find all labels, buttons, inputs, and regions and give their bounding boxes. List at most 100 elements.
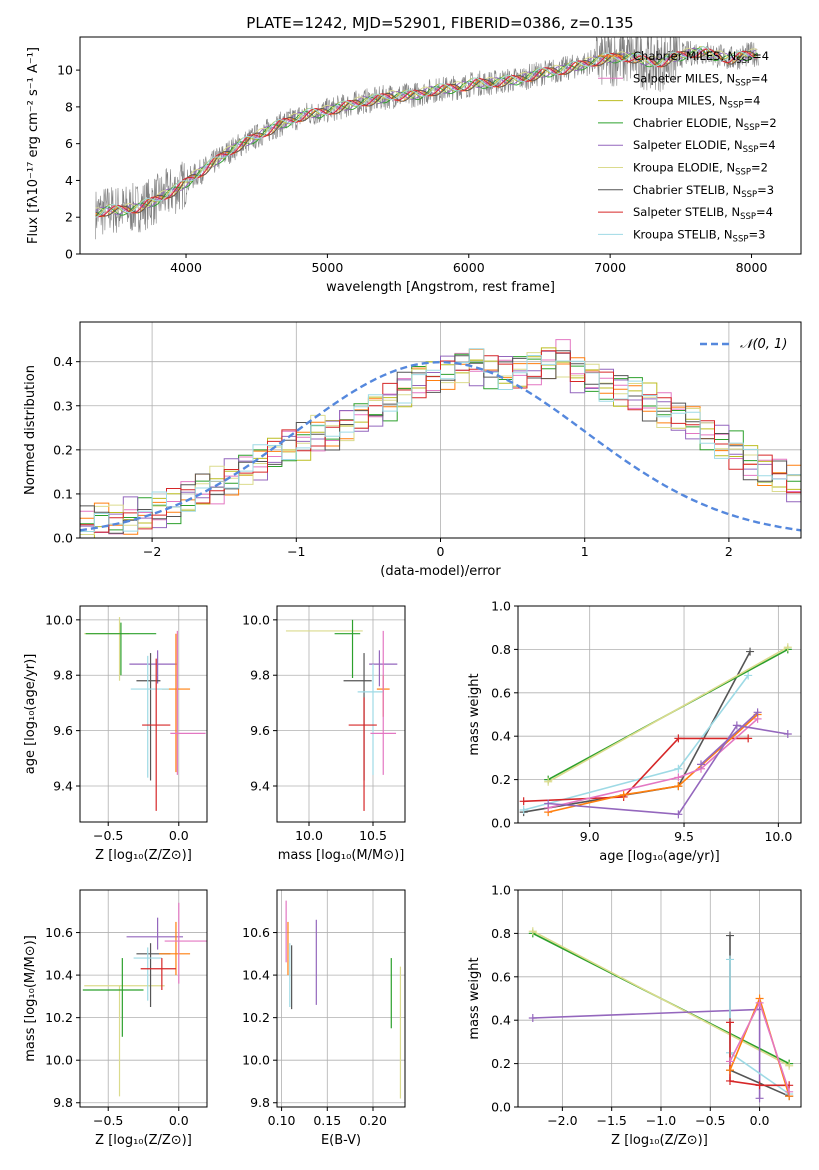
y-tick-label: 0.6	[491, 685, 511, 700]
x-tick-label: 5000	[311, 260, 343, 275]
x-tick-label: −0.5	[93, 828, 123, 843]
x-tick-label: −1.0	[646, 1113, 676, 1128]
histogram-step-line	[80, 348, 801, 535]
y-tick-label: 9.6	[250, 723, 270, 738]
y-tick-label: 9.6	[53, 723, 73, 738]
panel-residuals: −2 −1 0 1 2 0.0 0.1 0.2 0.3 0.4 (data-model)/error…	[23, 321, 802, 579]
y-tick-label: 0.0	[53, 531, 73, 546]
y-tick-label: 0.8	[491, 926, 511, 941]
x-tick-label: −1.5	[596, 1113, 626, 1128]
x-tick-label: 9.0	[580, 829, 600, 844]
y-tick-label: 10.4	[242, 968, 270, 983]
y-tick-label: 0.4	[491, 729, 511, 744]
x-axis-label: Z [log₁₀(Z/Z⊙)]	[95, 1133, 192, 1148]
series-marker	[783, 730, 792, 739]
panel-age-vs-z: −0.5 0.0 9.4 9.6 9.8 10.0 Z [log₁₀(Z/Z⊙)] age […	[23, 605, 208, 863]
series-line	[547, 646, 789, 783]
y-tick-label: 6	[65, 136, 73, 151]
y-tick-label: 0.3	[53, 398, 73, 413]
x-tick-label: 6000	[453, 260, 485, 275]
plot-area	[80, 339, 801, 538]
series-line	[548, 713, 759, 813]
histogram-step-line	[80, 348, 801, 532]
plot-area	[82, 902, 207, 1097]
series-marker	[674, 734, 683, 743]
x-tick-label: −2	[143, 544, 161, 559]
series-marker	[726, 1066, 735, 1075]
plot-area	[519, 643, 792, 819]
y-tick-label: 1.0	[491, 883, 511, 898]
series-marker	[528, 1014, 537, 1023]
x-tick-label: 10.0	[295, 828, 323, 843]
series-line	[523, 674, 749, 811]
series-marker	[674, 810, 683, 819]
x-axis-label: age [log₁₀(age/yr)]	[599, 849, 720, 864]
panel-massweight-vs-age: 9.0 9.5 10.0 0.0 0.2 0.4 0.6 0.8 1.0 age [log₁₀(a…	[467, 599, 802, 864]
series-marker	[674, 764, 683, 773]
x-axis-label: (data-model)/error	[380, 564, 501, 579]
x-tick-label: 1	[581, 544, 589, 559]
legend-entry: 𝒩(0, 1)	[740, 337, 787, 352]
series-line	[532, 1008, 761, 1099]
x-tick-label: 10.5	[359, 828, 387, 843]
y-tick-label: 10.0	[45, 1053, 73, 1068]
y-tick-label: 10.0	[242, 612, 270, 627]
series-marker	[544, 777, 553, 786]
y-tick-label: 9.8	[53, 668, 73, 683]
series-marker	[528, 927, 537, 936]
figure-title: PLATE=1242, MJD=52901, FIBERID=0386, z=0…	[246, 14, 633, 32]
series-marker	[544, 799, 553, 808]
x-tick-label: 4000	[170, 260, 202, 275]
legend-entry: Kroupa STELIB, NSSP=3	[633, 227, 765, 244]
series-marker	[755, 998, 764, 1007]
x-tick-label: 0.0	[169, 828, 189, 843]
y-axis-label: mass weight	[467, 957, 482, 1039]
y-tick-label: 10	[57, 63, 73, 78]
y-tick-label: 0.4	[53, 354, 73, 369]
y-axis-label: Normed distribution	[23, 365, 38, 495]
axes-frame	[276, 605, 406, 823]
x-axis-label: wavelength [Angstrom, rest frame]	[326, 280, 555, 295]
x-tick-label: 0	[437, 544, 445, 559]
panel-spectrum: 4000 5000 6000 7000 8000 0 2 4 6 8 10 wavelength [A…	[26, 36, 802, 295]
series-line	[548, 718, 759, 809]
x-tick-label: −0.5	[695, 1113, 725, 1128]
series-marker	[726, 1076, 735, 1085]
y-tick-label: 10.6	[45, 925, 73, 940]
y-tick-label: 0.2	[491, 772, 511, 787]
panel-mass-vs-z: −0.5 0.0 9.8 10.0 10.2 10.4 10.6 Z [log₁₀(Z/Z⊙)…	[23, 889, 208, 1148]
y-axis-label: mass weight	[467, 673, 482, 755]
axes-frame	[79, 605, 208, 823]
y-tick-label: 10.0	[242, 1053, 270, 1068]
x-tick-label: 7000	[594, 260, 626, 275]
x-tick-label: −1	[287, 544, 305, 559]
plot-area	[95, 37, 759, 240]
series-marker	[726, 1057, 735, 1066]
y-tick-label: 9.4	[53, 779, 73, 794]
y-tick-label: 10.2	[242, 1010, 270, 1025]
y-tick-label: 10.6	[242, 925, 270, 940]
series-marker	[785, 1061, 794, 1070]
y-tick-label: 9.8	[53, 1095, 73, 1110]
y-tick-label: 0.2	[491, 1056, 511, 1071]
y-tick-label: 0.6	[491, 969, 511, 984]
x-axis-label: Z [log₁₀(Z/Z⊙)]	[611, 1133, 708, 1148]
legend-entry: Chabrier MILES, NSSP=4	[633, 49, 769, 66]
series-marker	[519, 797, 528, 806]
data-spectrum-line	[95, 37, 759, 240]
y-tick-label: 0	[65, 247, 73, 262]
y-tick-label: 9.8	[250, 1095, 270, 1110]
series-marker	[744, 734, 753, 743]
series-marker	[697, 760, 706, 769]
normal-curve-line	[80, 360, 801, 532]
series-marker	[726, 955, 735, 964]
legend-entry: Chabrier STELIB, NSSP=3	[633, 183, 774, 200]
panel-massweight-vs-z: −2.0 −1.5 −1.0 −0.5 0.0 0.0 0.2 0.4 0.6 0.8 1.0 Z […	[467, 883, 802, 1148]
y-tick-label: 10.0	[45, 612, 73, 627]
y-axis-label: age [log₁₀(age/yr)]	[23, 654, 38, 775]
x-axis-label: mass [log₁₀(M/M⊙)]	[278, 848, 405, 863]
series-marker	[726, 931, 735, 940]
y-tick-label: 0.0	[491, 816, 511, 831]
x-tick-label: 10.0	[764, 829, 792, 844]
panel-age-vs-mass: 10.0 10.5 9.4 9.6 9.8 10.0 mass [log₁₀(M/M⊙)]	[242, 605, 406, 863]
